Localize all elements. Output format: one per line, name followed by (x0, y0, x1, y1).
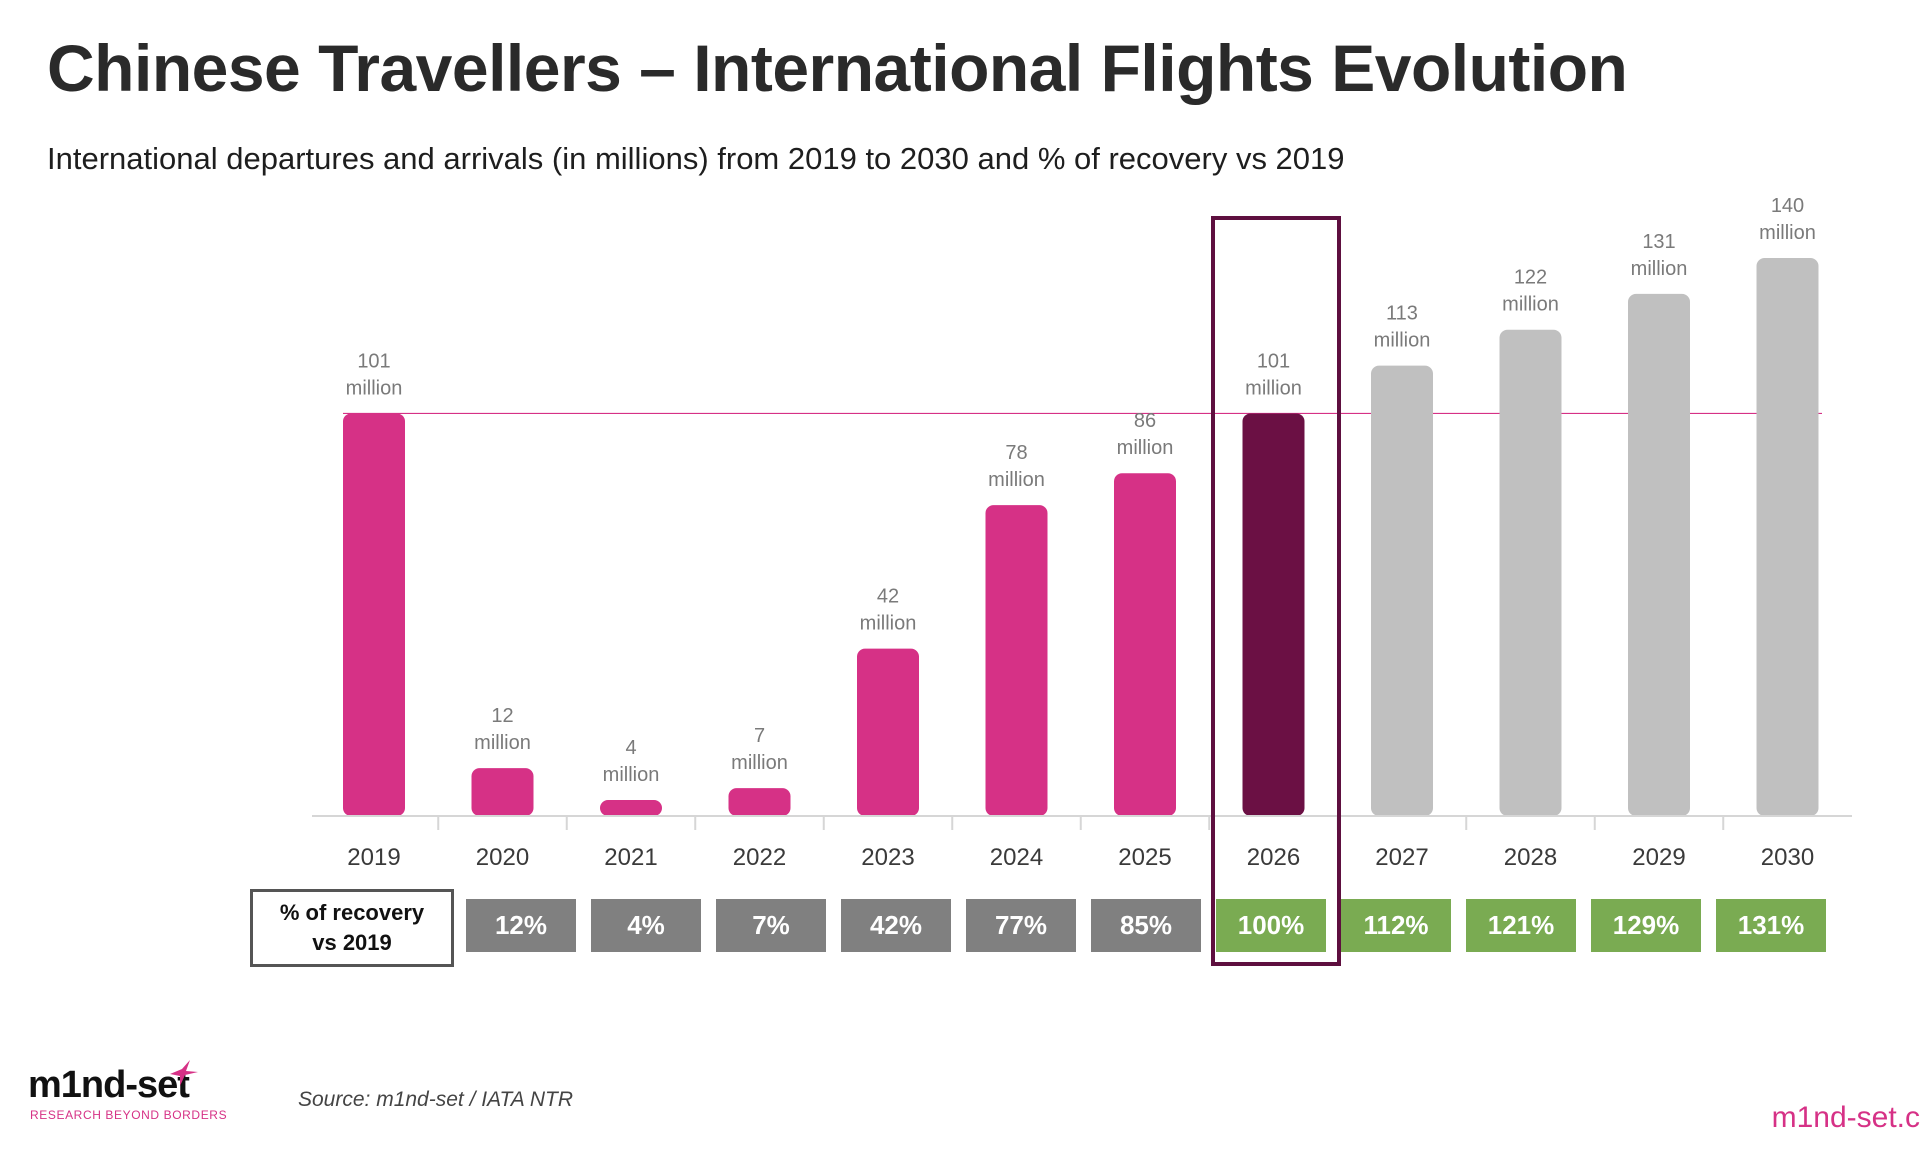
bar-value-label-2030: 140 (1771, 195, 1804, 217)
bar-value-label-2023: 42 (877, 586, 899, 608)
recovery-label-box: % of recovery vs 2019 (250, 889, 454, 967)
bar-unit-label-2024: million (988, 469, 1045, 491)
mindset-logo: m1nd-set RESEARCH BEYOND BORDERS (28, 1060, 227, 1126)
x-tick-label-2027: 2027 (1375, 844, 1428, 871)
bar-unit-label-2020: million (474, 732, 531, 754)
bar-unit-label-2019: million (346, 377, 403, 399)
bar-2026 (1242, 413, 1305, 816)
x-tick-label-2019: 2019 (347, 844, 400, 871)
x-tick-label-2030: 2030 (1761, 844, 1814, 871)
bar-value-label-2019: 101 (357, 350, 390, 372)
recovery-badge-2026: 100% (1216, 899, 1326, 952)
x-tick-label-2025: 2025 (1118, 844, 1171, 871)
bar-unit-label-2022: million (731, 752, 788, 774)
recovery-badge-2027: 112% (1341, 899, 1451, 952)
bar-unit-label-2025: million (1117, 437, 1174, 459)
page-subtitle: International departures and arrivals (i… (47, 141, 1345, 176)
recovery-badge-2022: 7% (716, 899, 826, 952)
bar-unit-label-2021: million (603, 764, 660, 786)
bird-icon (170, 1060, 198, 1086)
bar-unit-label-2027: million (1374, 330, 1431, 352)
recovery-badge-2020: 12% (466, 899, 576, 952)
bar-2023 (857, 648, 919, 816)
website-link[interactable]: m1nd-set.c (1771, 1101, 1920, 1134)
recovery-badge-2023: 42% (841, 899, 951, 952)
bar-unit-label-2029: million (1631, 258, 1688, 280)
bar-value-label-2025: 86 (1134, 410, 1156, 432)
bar-value-label-2029: 131 (1642, 231, 1675, 253)
bar-value-label-2021: 4 (625, 737, 636, 759)
x-tick-label-2028: 2028 (1504, 844, 1557, 871)
bar-value-label-2028: 122 (1514, 267, 1547, 289)
bar-value-label-2022: 7 (754, 725, 765, 747)
bar-unit-label-2026: million (1245, 377, 1302, 399)
logo-tagline: RESEARCH BEYOND BORDERS (30, 1108, 228, 1122)
bar-2030 (1756, 258, 1819, 816)
highlight-frame-2026 (1211, 216, 1341, 966)
bar-2021 (600, 800, 662, 816)
bar-2029 (1628, 293, 1690, 816)
bar-value-label-2020: 12 (491, 705, 513, 727)
bar-2024 (985, 505, 1048, 816)
x-tick-label-2024: 2024 (990, 844, 1043, 871)
bar-value-label-2026: 101 (1257, 350, 1290, 372)
x-tick-label-2029: 2029 (1632, 844, 1685, 871)
recovery-label-line2: vs 2019 (312, 930, 392, 955)
bar-2022 (728, 788, 791, 816)
bar-2020 (471, 768, 534, 816)
logo-wordmark: m1nd-set (28, 1064, 190, 1106)
bar-2027 (1371, 365, 1433, 816)
bar-unit-label-2023: million (860, 613, 917, 635)
recovery-badge-2028: 121% (1466, 899, 1576, 952)
page-title: Chinese Travellers – International Fligh… (47, 31, 1628, 105)
recovery-label-line1: % of recovery (279, 900, 425, 925)
recovery-badge-2024: 77% (966, 899, 1076, 952)
recovery-badge-2030: 131% (1716, 899, 1826, 952)
bar-2028 (1499, 329, 1562, 816)
bar-value-label-2027: 113 (1386, 303, 1418, 325)
bar-chart: 101 million 12 million 4 million 7 million 42 mil… (312, 195, 1852, 871)
bar-2019 (343, 413, 405, 816)
bar-2025 (1114, 473, 1176, 816)
x-tick-label-2026: 2026 (1247, 844, 1300, 871)
bar-unit-label-2030: million (1759, 222, 1816, 244)
x-tick-label-2020: 2020 (476, 844, 529, 871)
source-note: Source: m1nd-set / IATA NTR (298, 1088, 574, 1111)
recovery-badge-2029: 129% (1591, 899, 1701, 952)
recovery-badge-2025: 85% (1091, 899, 1201, 952)
bar-value-label-2024: 78 (1005, 442, 1027, 464)
x-tick-label-2021: 2021 (604, 844, 657, 871)
recovery-badge-2021: 4% (591, 899, 701, 952)
x-tick-label-2022: 2022 (733, 844, 786, 871)
x-tick-label-2023: 2023 (861, 844, 914, 871)
bar-unit-label-2028: million (1502, 294, 1559, 316)
